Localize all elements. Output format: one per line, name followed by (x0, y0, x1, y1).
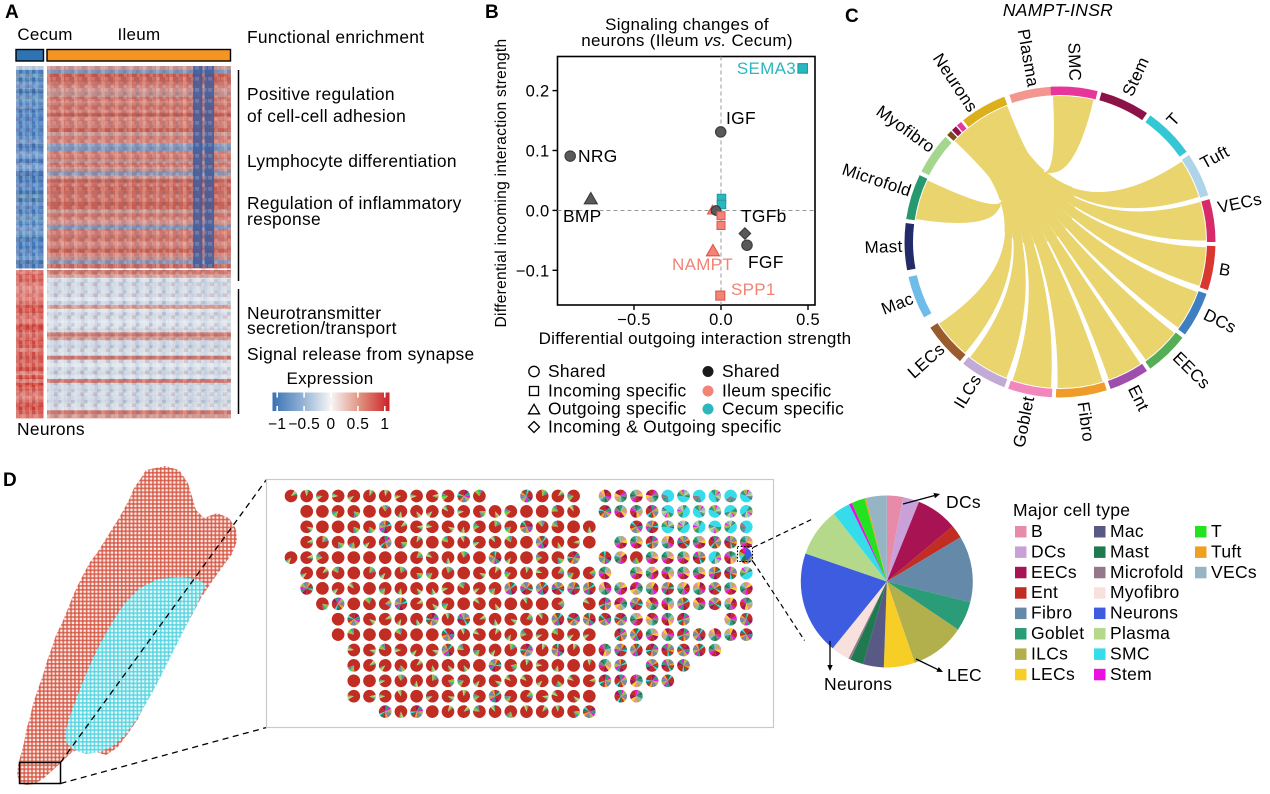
svg-text:B: B (1218, 260, 1233, 281)
svg-text:A: A (5, 2, 19, 23)
svg-text:Major cell type: Major cell type (1013, 500, 1130, 520)
svg-text:Expression: Expression (286, 369, 373, 388)
svg-text:0: 0 (327, 416, 336, 433)
svg-text:Ent: Ent (1031, 582, 1058, 602)
svg-text:Neurotransmitter: Neurotransmitter (247, 303, 381, 323)
svg-text:Ileum specific: Ileum specific (722, 381, 832, 401)
svg-text:−0.1: −0.1 (516, 262, 550, 280)
svg-text:0.1: 0.1 (526, 143, 550, 161)
svg-text:Differential outgoing interact: Differential outgoing interaction streng… (539, 329, 852, 348)
svg-text:Signal release from synapse: Signal release from synapse (247, 344, 475, 364)
svg-text:NAMPT-INSR: NAMPT-INSR (1003, 0, 1113, 20)
svg-text:1: 1 (380, 416, 389, 433)
svg-text:SPP1: SPP1 (731, 280, 776, 299)
svg-text:Plasma: Plasma (1110, 623, 1170, 643)
svg-text:Differential incoming interact: Differential incoming interaction streng… (493, 39, 510, 328)
svg-text:TGFb: TGFb (741, 206, 787, 226)
svg-text:DCs: DCs (1031, 541, 1066, 561)
svg-text:SMC: SMC (1110, 643, 1150, 663)
svg-text:−0.5: −0.5 (288, 416, 320, 433)
svg-text:D: D (3, 470, 17, 491)
svg-text:neurons (Ileum vs. Cecum): neurons (Ileum vs. Cecum) (581, 31, 793, 50)
svg-text:Stem: Stem (1110, 664, 1152, 684)
svg-text:Mac: Mac (1110, 521, 1144, 541)
svg-text:BMP: BMP (563, 206, 602, 226)
svg-text:C: C (845, 6, 859, 27)
svg-text:Fibro: Fibro (1031, 603, 1072, 623)
svg-text:0.2: 0.2 (526, 83, 550, 101)
svg-text:Regulation of inflammatory: Regulation of inflammatory (247, 193, 462, 213)
svg-text:response: response (247, 209, 321, 229)
svg-text:FGF: FGF (748, 252, 784, 272)
svg-text:Mast: Mast (1110, 541, 1149, 561)
svg-text:B: B (485, 2, 499, 23)
svg-text:0.0: 0.0 (709, 311, 733, 329)
svg-text:Microfold: Microfold (1110, 562, 1184, 582)
svg-text:Mast: Mast (864, 237, 903, 257)
svg-text:DCs: DCs (946, 492, 981, 512)
svg-text:Incoming specific: Incoming specific (548, 381, 687, 401)
svg-text:VECs: VECs (1211, 562, 1257, 582)
svg-text:IGF: IGF (726, 108, 756, 128)
svg-text:Outgoing specific: Outgoing specific (548, 399, 687, 419)
svg-text:Goblet: Goblet (1031, 623, 1084, 643)
svg-text:NAMPT: NAMPT (672, 255, 733, 274)
svg-text:Shared: Shared (722, 361, 780, 381)
svg-text:B: B (1031, 521, 1043, 541)
svg-text:Tuft: Tuft (1211, 541, 1242, 561)
svg-text:−0.5: −0.5 (617, 311, 651, 329)
svg-text:Neurons: Neurons (1110, 603, 1178, 623)
svg-text:EECs: EECs (1031, 562, 1077, 582)
svg-text:Ileum: Ileum (117, 25, 160, 44)
svg-text:Functional enrichment: Functional enrichment (247, 27, 424, 47)
svg-text:LEC: LEC (947, 665, 982, 685)
svg-text:secretion/transport: secretion/transport (247, 318, 397, 338)
svg-text:Myofibro: Myofibro (1110, 582, 1180, 602)
svg-text:Signaling changes of: Signaling changes of (605, 15, 769, 34)
svg-text:Shared: Shared (548, 361, 606, 381)
svg-text:0.0: 0.0 (526, 202, 550, 220)
svg-text:Cecum specific: Cecum specific (722, 399, 844, 419)
svg-text:Lymphocyte differentiation: Lymphocyte differentiation (247, 151, 457, 171)
svg-text:NRG: NRG (578, 146, 618, 166)
svg-text:Cecum: Cecum (17, 25, 72, 44)
svg-text:0.5: 0.5 (347, 416, 369, 433)
svg-text:Neurons: Neurons (824, 674, 892, 694)
svg-text:SMC: SMC (1064, 42, 1084, 81)
svg-text:ILCs: ILCs (1031, 643, 1068, 663)
svg-text:T: T (1211, 521, 1222, 541)
svg-text:SEMA3: SEMA3 (737, 59, 796, 78)
svg-text:Neurons: Neurons (17, 419, 85, 439)
svg-text:0.5: 0.5 (796, 311, 820, 329)
svg-text:Incoming & Outgoing specific: Incoming & Outgoing specific (548, 417, 782, 437)
svg-text:of cell-cell adhesion: of cell-cell adhesion (247, 106, 406, 126)
svg-text:−1: −1 (268, 416, 286, 433)
svg-text:Positive regulation: Positive regulation (247, 84, 395, 104)
svg-text:LECs: LECs (1031, 664, 1075, 684)
